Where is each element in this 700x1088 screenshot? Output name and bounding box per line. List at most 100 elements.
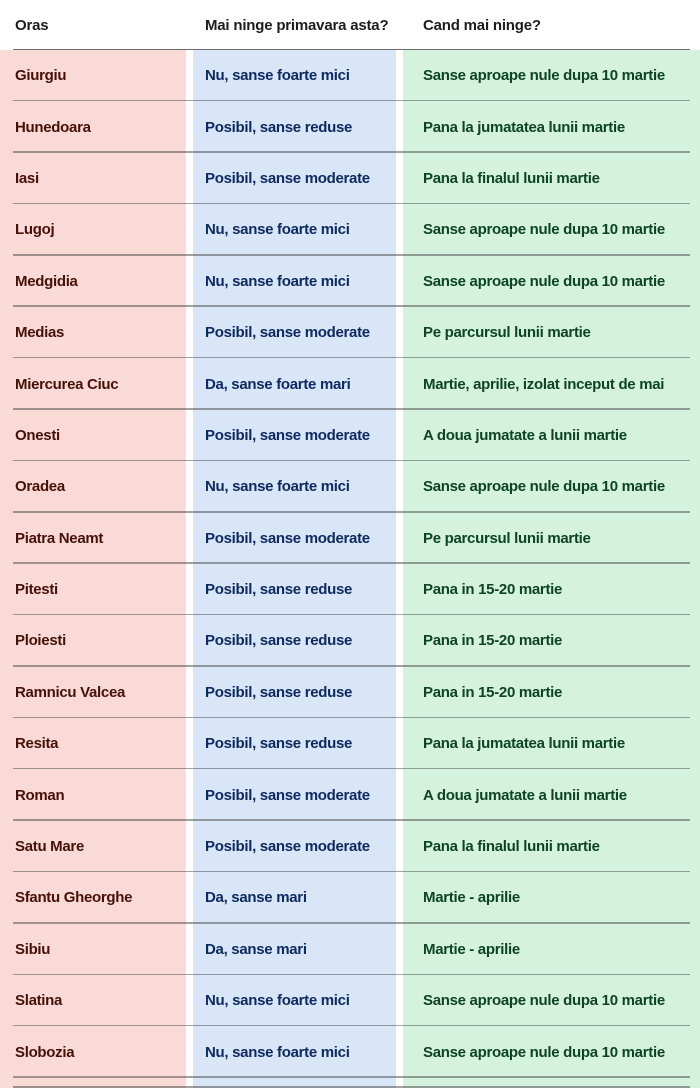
snow-chance-cell: Posibil, sanse moderate	[193, 409, 396, 462]
row-separator-line	[13, 305, 690, 307]
snow-chance-cell: Posibil, sanse moderate	[193, 512, 396, 564]
city-cell: Hunedoara	[0, 101, 186, 153]
table-row: Onesti Posibil, sanse moderate A doua ju…	[0, 409, 700, 462]
column-gap	[186, 255, 193, 307]
table-row	[0, 1077, 700, 1088]
column-gap	[396, 820, 403, 873]
column-header-mai-ninge: Mai ninge primavara asta?	[193, 0, 396, 50]
table-body: Giurgiu Nu, sanse foarte mici Sanse apro…	[0, 50, 700, 1088]
column-header-cand-mai-ninge: Cand mai ninge?	[403, 0, 700, 50]
city-cell: Ramnicu Valcea	[0, 666, 186, 719]
row-separator-line	[13, 151, 690, 153]
row-separator-line	[13, 819, 690, 821]
row-separator-line	[13, 254, 690, 256]
header-separator-line	[13, 48, 690, 50]
table-row: Hunedoara Posibil, sanse reduse Pana la …	[0, 101, 700, 153]
row-separator-line	[13, 1076, 690, 1078]
when-snow-cell: Pana la finalul lunii martie	[403, 152, 700, 205]
city-cell: Medgidia	[0, 255, 186, 307]
city-cell: Lugoj	[0, 204, 186, 256]
column-gap	[396, 152, 403, 205]
city-cell: Satu Mare	[0, 820, 186, 873]
column-gap	[186, 1026, 193, 1078]
column-gap	[396, 1026, 403, 1078]
row-separator-line	[13, 356, 690, 359]
row-separator-line	[13, 973, 690, 976]
city-cell: Oradea	[0, 461, 186, 513]
when-snow-cell: Sanse aproape nule dupa 10 martie	[403, 204, 700, 256]
when-snow-cell: Pe parcursul lunii martie	[403, 512, 700, 564]
row-separator-line	[13, 562, 690, 564]
column-gap	[396, 204, 403, 256]
column-gap	[396, 255, 403, 307]
column-gap	[396, 0, 403, 50]
table-row: Ramnicu Valcea Posibil, sanse reduse Pan…	[0, 666, 700, 719]
column-gap	[396, 615, 403, 667]
when-snow-cell: A doua jumatate a lunii martie	[403, 409, 700, 462]
city-cell: Sfantu Gheorghe	[0, 872, 186, 924]
column-header-oras: Oras	[0, 0, 186, 50]
when-snow-cell: Pana in 15-20 martie	[403, 615, 700, 667]
city-cell: Miercurea Ciuc	[0, 358, 186, 410]
column-gap	[186, 101, 193, 153]
row-separator-line	[13, 922, 690, 924]
city-cell: Piatra Neamt	[0, 512, 186, 564]
when-snow-cell: Pana in 15-20 martie	[403, 666, 700, 719]
snow-chance-cell	[193, 1077, 396, 1088]
city-cell: Onesti	[0, 409, 186, 462]
when-snow-cell: Pana la finalul lunii martie	[403, 820, 700, 873]
row-separator-line	[13, 1024, 690, 1027]
column-gap	[186, 0, 193, 50]
column-gap	[186, 461, 193, 513]
snow-chance-cell: Nu, sanse foarte mici	[193, 204, 396, 256]
column-gap	[396, 461, 403, 513]
column-gap	[396, 50, 403, 102]
column-gap	[396, 975, 403, 1027]
table-row: Slobozia Nu, sanse foarte mici Sanse apr…	[0, 1026, 700, 1078]
snow-chance-cell: Nu, sanse foarte mici	[193, 461, 396, 513]
snow-chance-cell: Da, sanse mari	[193, 872, 396, 924]
column-gap	[186, 50, 193, 102]
column-gap	[396, 718, 403, 770]
when-snow-cell: Sanse aproape nule dupa 10 martie	[403, 255, 700, 307]
column-gap	[186, 975, 193, 1027]
row-separator-line	[13, 459, 690, 462]
column-gap	[396, 923, 403, 976]
snow-chance-cell: Nu, sanse foarte mici	[193, 255, 396, 307]
table-row: Iasi Posibil, sanse moderate Pana la fin…	[0, 152, 700, 205]
column-gap	[396, 306, 403, 359]
row-separator-line	[13, 665, 690, 667]
city-cell	[0, 1077, 186, 1088]
snow-chance-cell: Posibil, sanse moderate	[193, 152, 396, 205]
column-gap	[186, 204, 193, 256]
when-snow-cell: Sanse aproape nule dupa 10 martie	[403, 461, 700, 513]
snow-chance-cell: Nu, sanse foarte mici	[193, 1026, 396, 1078]
when-snow-cell: Sanse aproape nule dupa 10 martie	[403, 1026, 700, 1078]
column-gap	[396, 872, 403, 924]
snow-chance-cell: Posibil, sanse reduse	[193, 563, 396, 616]
snow-chance-cell: Posibil, sanse reduse	[193, 718, 396, 770]
table-row: Miercurea Ciuc Da, sanse foarte mari Mar…	[0, 358, 700, 410]
column-gap	[186, 306, 193, 359]
column-gap	[396, 666, 403, 719]
when-snow-cell: A doua jumatate a lunii martie	[403, 769, 700, 821]
table-row: Oradea Nu, sanse foarte mici Sanse aproa…	[0, 461, 700, 513]
city-cell: Sibiu	[0, 923, 186, 976]
snow-chance-cell: Nu, sanse foarte mici	[193, 975, 396, 1027]
city-cell: Pitesti	[0, 563, 186, 616]
row-separator-line	[13, 408, 690, 410]
column-gap	[186, 615, 193, 667]
city-cell: Giurgiu	[0, 50, 186, 102]
when-snow-cell: Martie, aprilie, izolat inceput de mai	[403, 358, 700, 410]
column-gap	[396, 101, 403, 153]
snow-chance-cell: Da, sanse foarte mari	[193, 358, 396, 410]
city-cell: Ploiesti	[0, 615, 186, 667]
when-snow-cell: Pe parcursul lunii martie	[403, 306, 700, 359]
table-header-row: Oras Mai ninge primavara asta? Cand mai …	[0, 0, 700, 50]
city-cell: Roman	[0, 769, 186, 821]
row-separator-line	[13, 613, 690, 616]
row-separator-line	[13, 1086, 690, 1088]
when-snow-cell: Pana la jumatatea lunii martie	[403, 101, 700, 153]
when-snow-cell: Pana in 15-20 martie	[403, 563, 700, 616]
